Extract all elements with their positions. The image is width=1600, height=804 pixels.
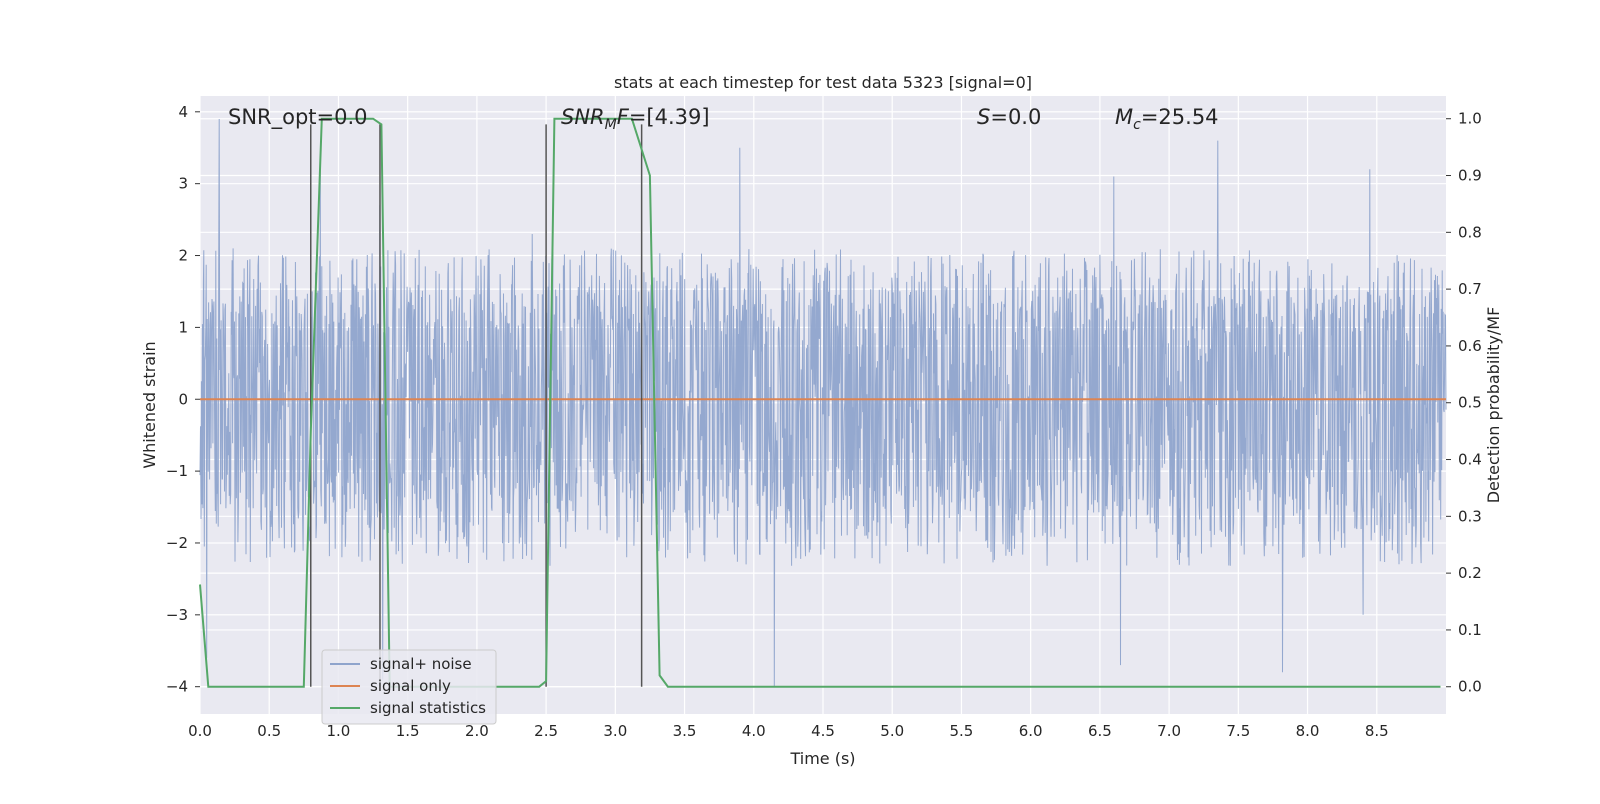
snr-mf-tail: F [617, 105, 630, 129]
x-tick-label: 2.5 [534, 722, 558, 740]
legend-label-signal-noise: signal+ noise [370, 655, 472, 673]
y-tick-label: −3 [166, 606, 188, 624]
y-tick-label: 3 [178, 175, 188, 193]
chart-title: stats at each timestep for test data 532… [614, 73, 1032, 92]
x-tick-label: 7.0 [1157, 722, 1181, 740]
x-tick-label: 8.0 [1296, 722, 1320, 740]
x-tick-label: 7.5 [1226, 722, 1250, 740]
x-tick-label: 0.5 [257, 722, 281, 740]
y2-tick-label: 0.3 [1458, 507, 1482, 525]
y-tick-label: 1 [178, 318, 188, 336]
snr-mf-annotation: SNRMF=[4.39] [561, 105, 710, 133]
snr-mf-subscript: M [605, 117, 617, 133]
x-tick-label: 5.5 [950, 722, 974, 740]
x-tick-label: 1.0 [327, 722, 351, 740]
x-axis-label: Time (s) [789, 749, 855, 768]
s-value: =0.0 [990, 105, 1041, 129]
signal-noise-series [199, 118, 1447, 687]
s-symbol: S [977, 105, 990, 129]
x-tick-label: 5.0 [880, 722, 904, 740]
mc-symbol: M [1115, 105, 1133, 129]
legend-box [321, 649, 497, 725]
x-tick-label: 4.0 [742, 722, 766, 740]
y-tick-label: −2 [166, 534, 188, 552]
x-tick-label: 1.5 [396, 722, 420, 740]
x-axis-ticks: 0.0 0.5 1.0 1.5 2.0 2.5 3.0 3.5 4.0 4.5 5.0 5.5 6.0 6… [188, 722, 1389, 740]
y2-tick-label: 0.5 [1458, 394, 1482, 412]
snr-opt-annotation: SNR_opt=0.0 [228, 105, 368, 130]
y2-axis-ticks: 1.0 0.9 0.8 0.7 0.6 0.5 0.4 0.3 0.2 0.1 0.0 [1446, 110, 1482, 696]
y-axis-label: Whitened strain [140, 341, 159, 468]
x-tick-label: 0.0 [188, 722, 212, 740]
y2-tick-label: 0.6 [1458, 337, 1482, 355]
y-tick-label: −1 [166, 462, 188, 480]
legend-label-signal-statistics: signal statistics [370, 699, 486, 717]
y2-tick-label: 0.8 [1458, 223, 1482, 241]
y-tick-label: −4 [166, 678, 188, 696]
y-tick-label: 0 [178, 390, 188, 408]
y2-tick-label: 0.0 [1458, 678, 1482, 696]
legend-label-signal-only: signal only [370, 677, 451, 695]
mc-value: =25.54 [1141, 105, 1219, 129]
snr-mf-value: =[4.39] [629, 105, 710, 129]
y2-tick-label: 0.4 [1458, 451, 1482, 469]
snr-mf-symbol: SNR [561, 105, 605, 129]
s-annotation: S=0.0 [977, 105, 1041, 129]
y-tick-label: 2 [178, 247, 188, 265]
y2-axis-label: Detection probability/MF [1484, 307, 1503, 504]
x-tick-label: 8.5 [1365, 722, 1389, 740]
y2-tick-label: 0.7 [1458, 280, 1482, 298]
mc-annotation: Mc=25.54 [1115, 105, 1219, 133]
x-tick-label: 3.5 [673, 722, 697, 740]
y2-tick-label: 1.0 [1458, 110, 1482, 128]
x-tick-label: 6.0 [1019, 722, 1043, 740]
x-tick-label: 4.5 [811, 722, 835, 740]
mc-subscript: c [1133, 117, 1141, 133]
y2-tick-label: 0.9 [1458, 167, 1482, 185]
signal-noise-line [199, 118, 1447, 687]
y2-tick-label: 0.2 [1458, 564, 1482, 582]
y2-tick-label: 0.1 [1458, 621, 1482, 639]
x-tick-label: 6.5 [1088, 722, 1112, 740]
x-tick-label: 2.0 [465, 722, 489, 740]
legend: signal+ noise signal only signal statist… [321, 649, 497, 725]
x-tick-label: 3.0 [603, 722, 627, 740]
y-tick-label: 4 [178, 103, 188, 121]
y-axis-ticks: 4 3 2 1 0 −1 −2 −3 −4 [166, 103, 200, 696]
